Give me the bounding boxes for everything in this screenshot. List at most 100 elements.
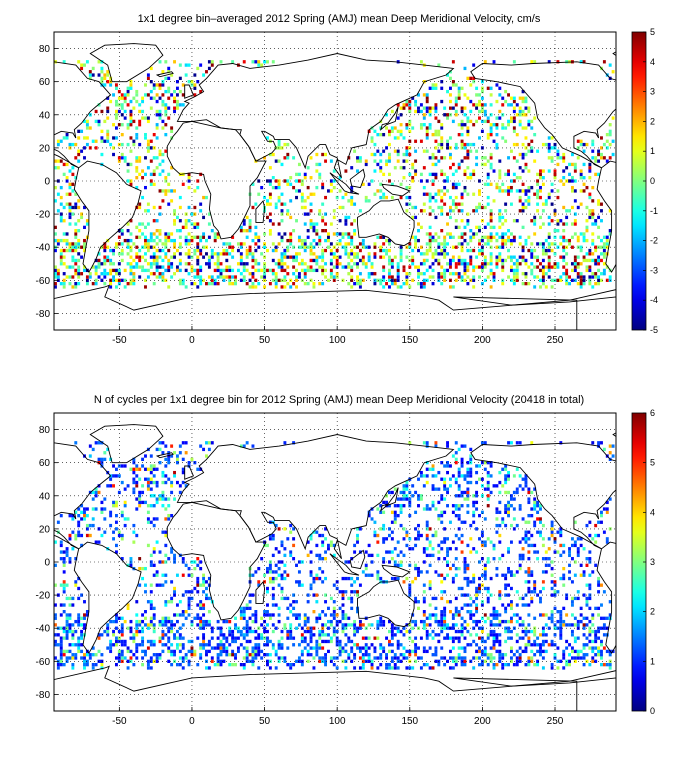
bin-cell [173, 255, 176, 259]
bin-cell [556, 60, 560, 64]
bin-cell [463, 563, 467, 567]
bin-cell [489, 212, 493, 216]
bin-cell [460, 242, 464, 246]
bin-cell [498, 109, 502, 114]
bin-cell [501, 103, 505, 107]
bin-cell [254, 619, 258, 624]
bin-cell [181, 656, 185, 660]
bin-cell [344, 248, 348, 253]
bin-cell [155, 540, 159, 544]
bin-cell [530, 600, 534, 604]
bin-cell [437, 543, 441, 548]
bin-cell [539, 600, 542, 604]
bin-cell [216, 252, 220, 256]
bin-cell [422, 626, 426, 630]
bin-cell [573, 255, 577, 259]
bin-cell [85, 281, 89, 286]
bin-cell [565, 252, 569, 256]
bin-cell [126, 646, 130, 650]
bin-cell [181, 636, 185, 640]
bin-cell [602, 662, 606, 667]
bin-cell [512, 126, 516, 130]
bin-cell [356, 275, 359, 279]
bin-cell [266, 136, 269, 140]
bin-cell [228, 633, 232, 637]
bin-cell [588, 258, 592, 263]
bin-cell [515, 639, 519, 644]
bin-cell [173, 219, 176, 223]
bin-cell [62, 219, 66, 223]
bin-cell [213, 232, 217, 236]
bin-cell [480, 662, 484, 667]
bin-cell [559, 576, 563, 581]
bin-cell [158, 162, 162, 167]
bin-cell [544, 142, 548, 147]
bin-cell [434, 156, 438, 160]
bin-cell [512, 235, 516, 239]
bin-cell [411, 255, 415, 259]
bin-cell [585, 205, 589, 210]
bin-cell [71, 255, 75, 259]
bin-cell [181, 281, 185, 286]
bin-cell [530, 656, 534, 660]
bin-cell [297, 643, 301, 647]
bin-cell [91, 666, 95, 670]
bin-cell [527, 659, 531, 663]
bin-cell [187, 179, 191, 183]
bin-cell [460, 109, 464, 114]
bin-cell [109, 248, 113, 253]
bin-cell [358, 281, 362, 286]
bin-cell [306, 281, 310, 286]
bin-cell [350, 639, 354, 644]
bin-cell [507, 570, 510, 574]
bin-cell [504, 583, 508, 587]
bin-cell [565, 281, 569, 286]
bin-cell [303, 238, 307, 243]
bin-cell [373, 169, 377, 173]
bin-cell [228, 242, 232, 246]
bin-cell [527, 570, 531, 574]
bin-cell [109, 619, 113, 624]
bin-cell [88, 653, 92, 657]
bin-cell [56, 159, 60, 163]
bin-cell [515, 113, 519, 117]
bin-cell [402, 159, 406, 163]
bin-cell [388, 159, 391, 163]
bin-cell [489, 235, 493, 239]
bin-cell [457, 242, 461, 246]
bin-cell [254, 242, 258, 246]
bin-cell [266, 179, 269, 183]
bin-cell [303, 619, 307, 624]
bin-cell [144, 610, 147, 614]
bin-cell [512, 662, 516, 667]
bin-cell [187, 606, 191, 611]
bin-cell [68, 245, 72, 249]
bin-cell [167, 238, 171, 243]
bin-cell [138, 275, 142, 279]
bin-cell [155, 235, 159, 239]
bin-cell [492, 643, 496, 647]
bin-cell [507, 255, 510, 259]
bin-cell [451, 60, 455, 64]
bin-cell [382, 619, 386, 624]
bin-cell [251, 573, 255, 577]
bin-cell [553, 623, 557, 627]
bin-cell [112, 619, 115, 624]
bin-cell [341, 195, 345, 200]
bin-cell [463, 172, 467, 177]
bin-cell [472, 63, 476, 67]
bin-cell [103, 139, 107, 143]
bin-cell [411, 126, 415, 130]
bin-cell [347, 199, 351, 203]
bin-cell [518, 123, 522, 127]
bin-cell [605, 132, 609, 137]
velocity-panel: 1x1 degree bin–averaged 2012 Spring (AMJ… [36, 13, 658, 346]
bin-cell [297, 262, 301, 266]
bin-cell [88, 76, 92, 81]
bin-cell [440, 596, 444, 601]
bin-cell [129, 182, 133, 186]
bin-cell [239, 255, 243, 259]
bin-cell [588, 626, 592, 630]
bin-cell [448, 136, 452, 140]
bin-cell [388, 255, 391, 259]
